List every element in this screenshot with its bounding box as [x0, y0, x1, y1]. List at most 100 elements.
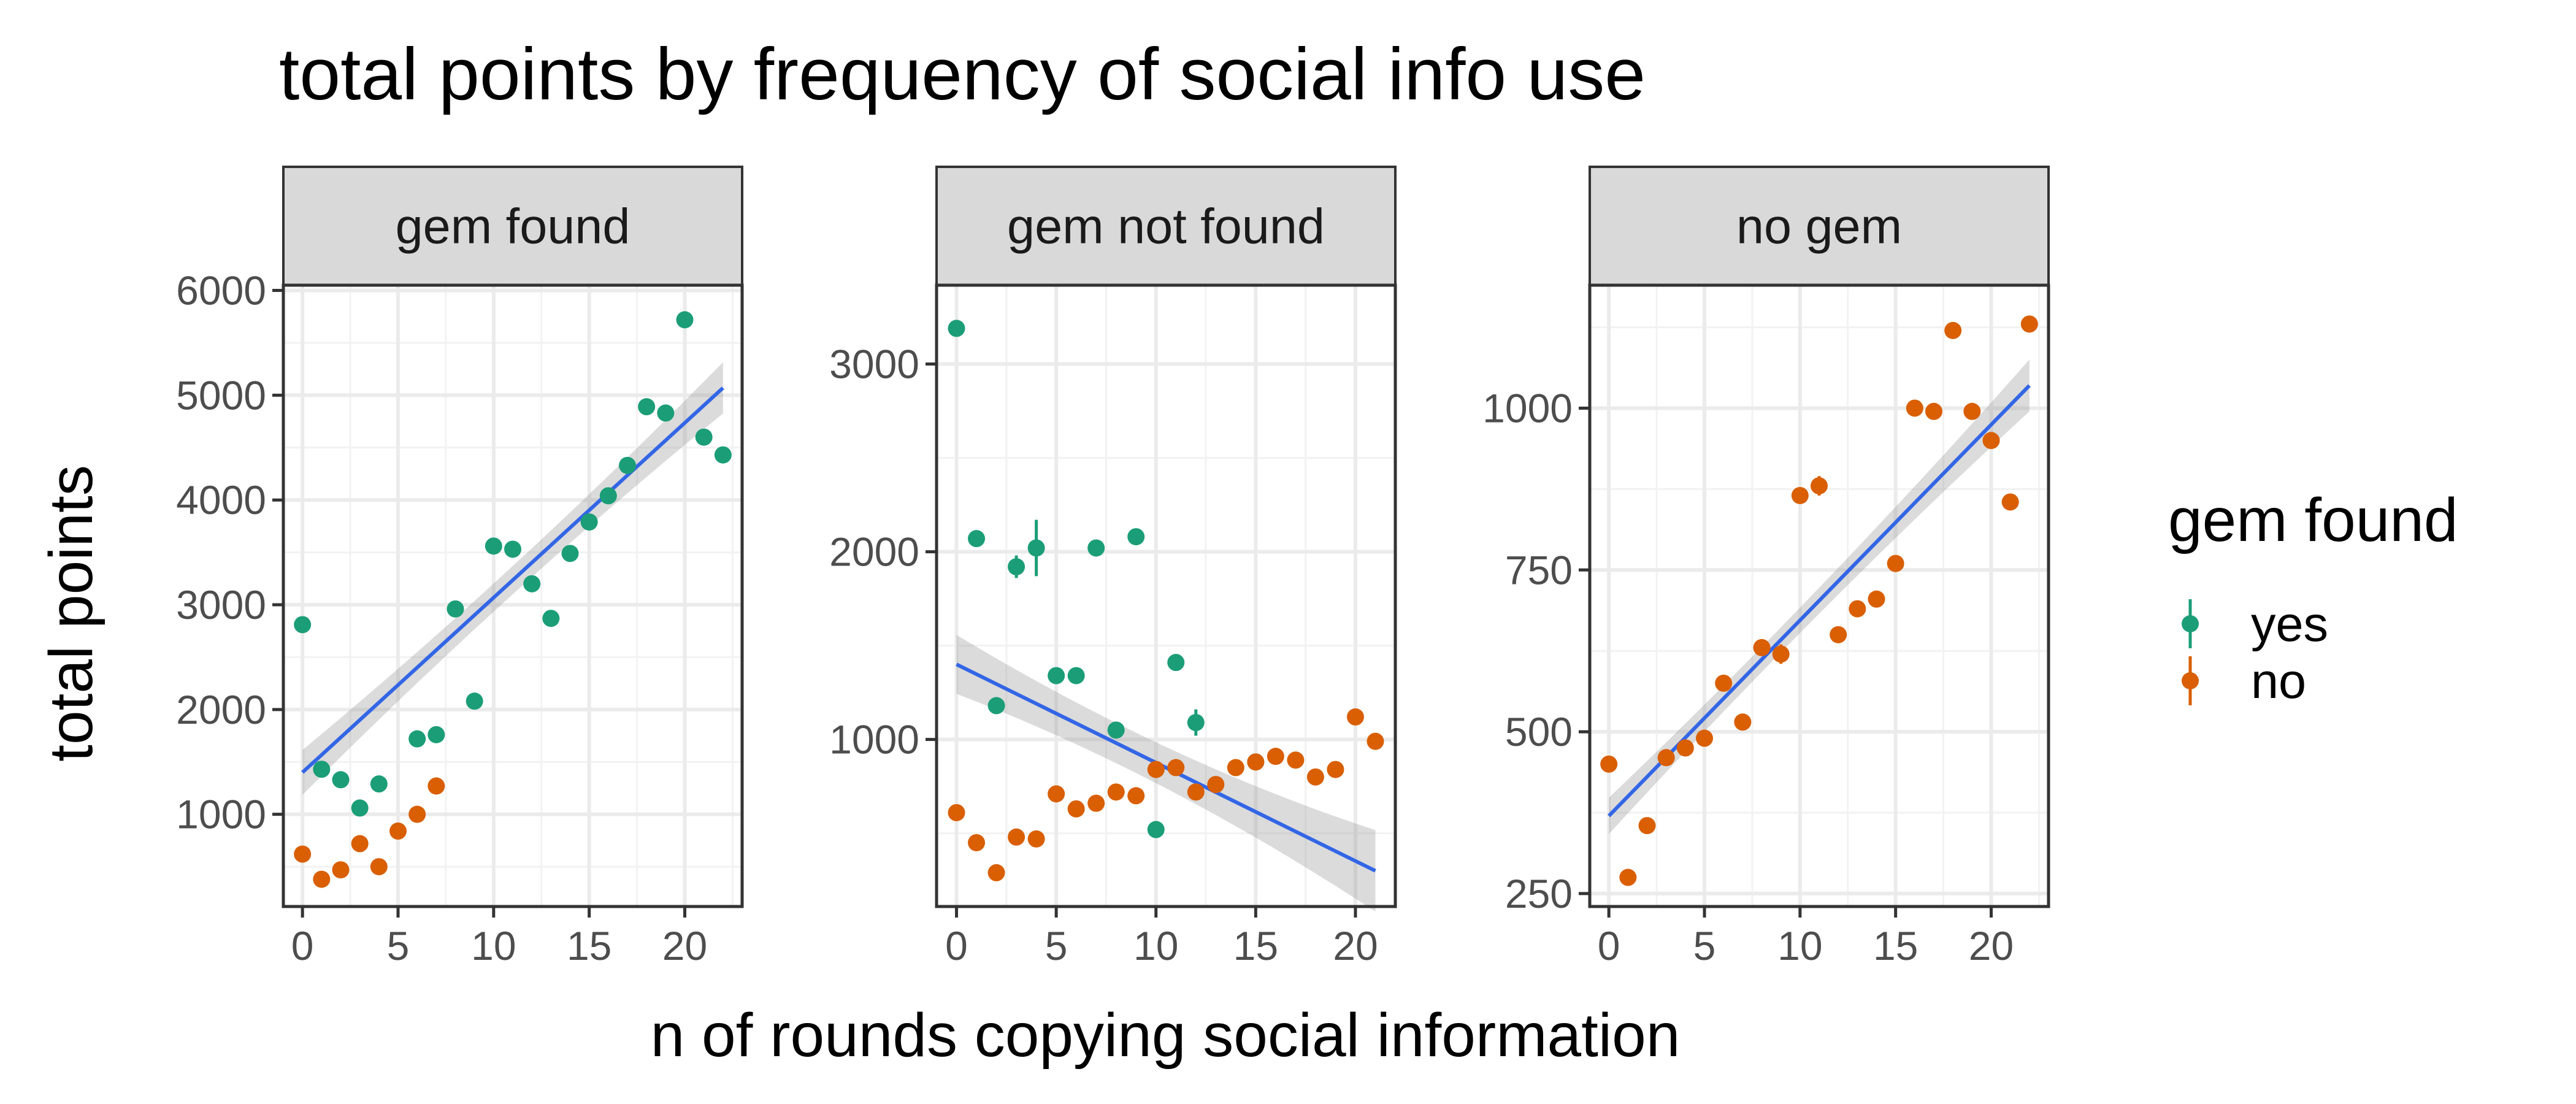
data-point-yes: [948, 320, 965, 337]
data-point-yes: [987, 697, 1005, 715]
panel-background: [937, 285, 1395, 907]
x-tick-label: 0: [1598, 923, 1620, 968]
data-point-yes: [447, 600, 464, 618]
data-point-no: [1287, 751, 1305, 769]
data-point-no: [1715, 674, 1733, 692]
panel-border: [282, 283, 744, 908]
y-tick-label: 1000: [1482, 385, 1573, 431]
data-point-yes: [466, 692, 483, 710]
y-tick-label: 2000: [829, 529, 919, 575]
y-tick-label: 750: [1505, 547, 1573, 592]
data-point-no: [389, 822, 407, 840]
data-point-no: [1187, 783, 1205, 801]
trend-line: [956, 662, 1376, 873]
data-point-no: [1127, 787, 1145, 805]
legend-label-no: no: [2251, 654, 2306, 709]
data-point-no: [351, 835, 369, 853]
trend-line: [301, 386, 724, 774]
data-point-no: [1600, 755, 1618, 773]
facet-panel-1: gem found 1000 2000 3000 4000 5000 6000 0 5 10 15 2…: [176, 166, 744, 968]
data-point-no: [1791, 486, 1809, 504]
data-point-no: [1207, 776, 1225, 794]
data-point-yes: [657, 404, 675, 422]
data-point-yes: [638, 398, 656, 416]
data-point-no: [1247, 753, 1265, 771]
y-tick-label: 3000: [176, 582, 266, 627]
data-point-no: [1887, 554, 1904, 572]
x-tick-label: 5: [1693, 923, 1716, 968]
data-point-no: [427, 777, 445, 795]
data-point-yes: [351, 799, 369, 817]
data-point-yes: [1087, 539, 1105, 557]
data-point-yes: [1008, 558, 1025, 576]
data-point-yes: [1048, 667, 1065, 684]
data-point-yes: [1027, 539, 1045, 557]
data-point-yes: [332, 771, 350, 789]
data-point-no: [294, 845, 312, 863]
data-point-yes: [714, 446, 732, 464]
x-tick-label: 0: [945, 923, 968, 968]
x-tick-label: 10: [1133, 923, 1178, 968]
data-point-yes: [695, 428, 713, 446]
data-point-yes: [294, 616, 312, 634]
x-tick-label: 10: [1777, 923, 1822, 968]
data-point-no: [987, 864, 1005, 881]
data-point-yes: [542, 610, 560, 627]
y-tick-label: 500: [1505, 709, 1573, 754]
data-point-no: [1346, 708, 1364, 726]
data-point-no: [408, 805, 426, 823]
data-point-no: [313, 870, 331, 888]
trend-confidence-band: [1609, 359, 2030, 834]
data-point-no: [1657, 749, 1675, 767]
data-point-yes: [580, 513, 598, 531]
facet-strip: [282, 166, 743, 286]
y-tick-label: 3000: [829, 342, 919, 387]
x-tick-label: 5: [387, 923, 410, 968]
data-point-yes: [1187, 714, 1205, 732]
data-point-no: [1696, 729, 1713, 747]
facet-strip: [1589, 166, 2050, 286]
facet-panel-3: no gem 250 500 750 1000 0 5 10 15 20: [1482, 166, 2050, 968]
data-point-no: [2001, 493, 2019, 511]
y-tick-label: 4000: [176, 477, 266, 523]
facet-strip-label: no gem: [1736, 199, 1902, 255]
legend-label-yes: yes: [2251, 597, 2328, 652]
data-point-yes: [1167, 654, 1185, 672]
x-tick-label: 20: [662, 923, 707, 968]
y-tick-label: 5000: [176, 372, 266, 418]
data-point-no: [1267, 748, 1284, 765]
data-point-no: [1830, 626, 1847, 643]
data-point-no: [1367, 732, 1384, 750]
legend-key-no: [2182, 672, 2199, 689]
data-point-no: [1306, 768, 1324, 786]
x-tick-label: 5: [1045, 923, 1068, 968]
data-point-no: [1227, 759, 1244, 776]
data-point-no: [1982, 432, 2000, 450]
x-tick-label: 0: [291, 923, 314, 968]
data-point-no: [1734, 713, 1752, 731]
x-tick-label: 15: [1873, 923, 1918, 968]
data-point-no: [948, 803, 965, 821]
data-point-yes: [408, 730, 426, 748]
data-point-no: [1963, 402, 1981, 420]
data-point-yes: [619, 456, 636, 474]
facet-strip-label: gem not found: [1007, 199, 1325, 255]
data-point-no: [1868, 590, 1885, 608]
data-point-no: [1027, 830, 1045, 848]
y-tick-label: 1000: [829, 717, 919, 762]
panel-background: [1590, 285, 2049, 907]
data-point-no: [1008, 828, 1025, 846]
x-axis-title: n of rounds copying social information: [651, 1001, 1681, 1070]
data-point-yes: [1147, 821, 1165, 838]
data-point-yes: [1067, 667, 1085, 684]
data-point-no: [1849, 600, 1866, 618]
data-point-yes: [968, 530, 986, 548]
x-tick-label: 20: [1333, 923, 1378, 968]
data-point-no: [1638, 817, 1656, 835]
y-tick-label: 1000: [176, 792, 266, 837]
data-point-no: [370, 858, 388, 876]
panel-border: [1588, 283, 2050, 908]
data-point-no: [1048, 785, 1065, 803]
data-point-no: [1067, 800, 1085, 818]
